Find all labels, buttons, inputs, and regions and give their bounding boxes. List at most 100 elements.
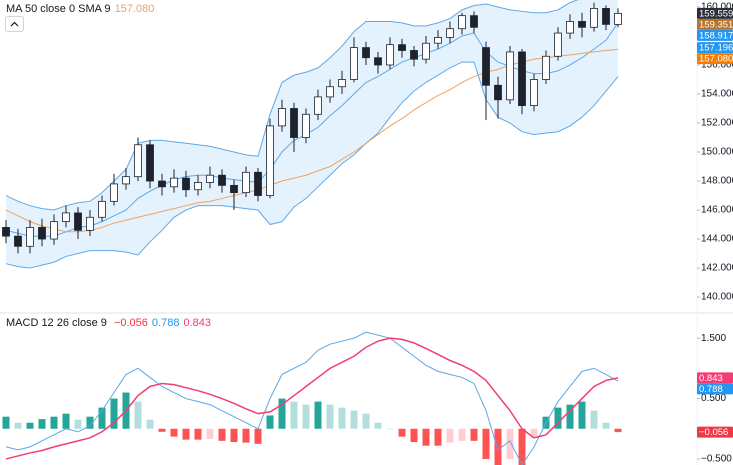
candle-body bbox=[74, 212, 82, 231]
candle-body bbox=[110, 183, 118, 202]
collapse-button[interactable] bbox=[5, 16, 24, 32]
candle-body bbox=[182, 177, 190, 191]
price-label-box bbox=[697, 18, 733, 30]
histogram-bar bbox=[494, 428, 502, 465]
histogram-bar bbox=[266, 415, 274, 429]
histogram-bar bbox=[338, 407, 346, 429]
ma-line bbox=[5, 48, 619, 233]
legend-text: MACD 12 26 close 9 bbox=[6, 317, 107, 329]
candle-body bbox=[422, 42, 430, 60]
histogram-bar bbox=[254, 428, 262, 444]
histogram-bar bbox=[470, 428, 478, 441]
legend-value: −0.056 bbox=[113, 317, 148, 329]
price-label: 159.351 bbox=[699, 19, 733, 30]
candle-body bbox=[398, 44, 406, 51]
candle-body bbox=[134, 144, 142, 178]
candle-body bbox=[14, 235, 22, 247]
band-fill bbox=[6, 0, 618, 269]
candle-body bbox=[194, 182, 202, 191]
candle-body bbox=[26, 227, 34, 247]
candle-body bbox=[614, 12, 622, 25]
price-label-box bbox=[697, 372, 733, 384]
histogram-bar bbox=[374, 422, 382, 429]
legend-value: 0.843 bbox=[183, 317, 211, 329]
candle-body bbox=[122, 176, 130, 185]
band-lower bbox=[5, 61, 619, 269]
price-label: 158.917 bbox=[699, 30, 733, 41]
candle-body bbox=[470, 15, 478, 28]
histogram-bar bbox=[98, 407, 106, 429]
price-label-box bbox=[697, 426, 733, 438]
histogram-bar bbox=[302, 404, 310, 429]
histogram-bar bbox=[86, 416, 94, 429]
histogram-bar bbox=[518, 428, 526, 465]
histogram-bar bbox=[602, 422, 610, 429]
histogram-bar bbox=[290, 401, 298, 429]
candle-body bbox=[302, 113, 310, 138]
chevron-icon bbox=[10, 21, 19, 27]
histogram-bar bbox=[242, 428, 250, 443]
macd-pane bbox=[2, 331, 622, 465]
candle-body bbox=[602, 8, 610, 25]
y-tick-label: 144.000 bbox=[701, 234, 733, 245]
candle-body bbox=[314, 96, 322, 115]
ma-legend: MA 50 close 0 SMA 9 157.080 bbox=[6, 3, 158, 15]
price-label-box bbox=[697, 42, 733, 54]
candle-body bbox=[542, 55, 550, 80]
histogram-bar bbox=[230, 428, 238, 443]
candle-body bbox=[206, 174, 214, 183]
macd-legend: MACD 12 26 close 9 −0.056 0.788 0.843 bbox=[6, 317, 215, 329]
histogram-bar bbox=[2, 416, 10, 429]
histogram-bar bbox=[362, 413, 370, 429]
candle-body bbox=[350, 47, 358, 80]
candle-body bbox=[158, 180, 166, 188]
candle-body bbox=[506, 51, 514, 101]
candle-body bbox=[566, 21, 574, 34]
candle-body bbox=[386, 44, 394, 66]
candle-body bbox=[2, 227, 10, 237]
histogram-bar bbox=[446, 428, 454, 443]
legend-value: 0.788 bbox=[151, 317, 180, 329]
histogram-bar bbox=[554, 407, 562, 429]
price-label: 159.559 bbox=[699, 8, 733, 19]
y-tick-label: 142.000 bbox=[701, 263, 733, 274]
legend-value: 157.080 bbox=[114, 3, 155, 15]
candle-body bbox=[590, 8, 598, 28]
candle-body bbox=[326, 86, 334, 98]
histogram-bar bbox=[566, 404, 574, 429]
histogram-bar bbox=[314, 401, 322, 429]
candle-body bbox=[338, 79, 346, 88]
macd-line bbox=[5, 331, 619, 465]
histogram-bar bbox=[350, 410, 358, 429]
y-tick-label: 150.000 bbox=[701, 147, 733, 158]
candle-body bbox=[554, 32, 562, 57]
histogram-bar bbox=[458, 428, 466, 441]
y-tick-label: 154.000 bbox=[701, 89, 733, 100]
histogram-bar bbox=[50, 416, 58, 429]
legend-text: MA 50 close 0 SMA 9 bbox=[6, 3, 111, 15]
candle-body bbox=[434, 37, 442, 44]
y-tick-label: 0.500 bbox=[701, 393, 726, 404]
price-label-box bbox=[697, 383, 733, 395]
price-label: 157.080 bbox=[699, 54, 733, 65]
candle-body bbox=[266, 125, 274, 196]
histogram-bar bbox=[146, 419, 154, 429]
price-pane bbox=[2, 0, 622, 269]
histogram-bar bbox=[278, 398, 286, 429]
candle-body bbox=[518, 51, 526, 106]
price-label: 0.843 bbox=[699, 373, 723, 384]
histogram-bar bbox=[530, 428, 538, 438]
histogram-bar bbox=[74, 419, 82, 429]
candle-body bbox=[242, 171, 250, 194]
price-label: −0.056 bbox=[699, 427, 728, 438]
histogram-bar bbox=[26, 422, 34, 429]
histogram-bar bbox=[506, 428, 514, 459]
histogram-bar bbox=[134, 401, 142, 429]
y-tick-label: −0.500 bbox=[701, 454, 732, 465]
candle-body bbox=[374, 57, 382, 66]
y-tick-label: 148.000 bbox=[701, 176, 733, 187]
price-label: 157.196 bbox=[699, 43, 733, 54]
histogram-bar bbox=[398, 428, 406, 437]
y-tick-label: 140.000 bbox=[701, 292, 733, 303]
